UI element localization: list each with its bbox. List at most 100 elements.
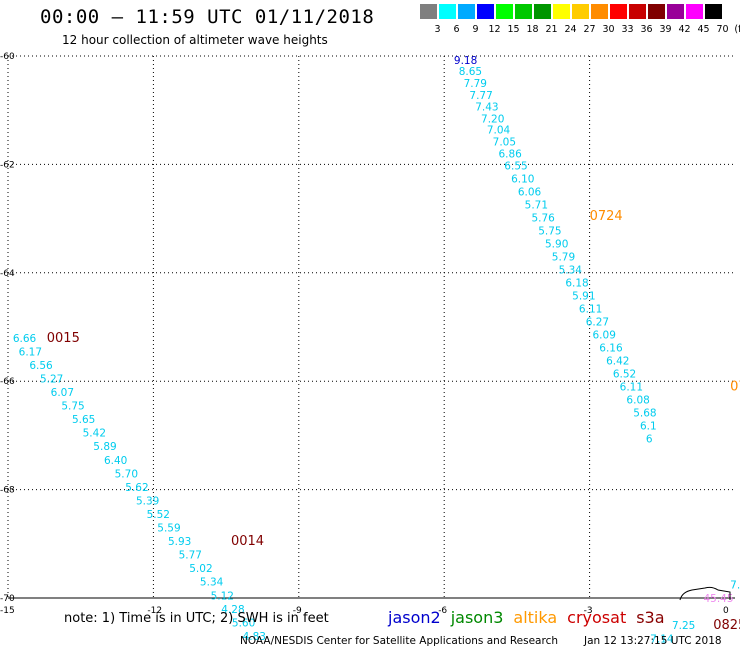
data-point-label: 7.20 bbox=[481, 113, 504, 125]
data-point-label: 5.39 bbox=[136, 495, 159, 507]
data-point-label: 7.05 bbox=[493, 137, 516, 149]
footnote: note: 1) Time is in UTC; 2) SWH is in fe… bbox=[64, 611, 329, 626]
legend-swatch bbox=[477, 4, 494, 19]
legend-label: 24 bbox=[564, 24, 577, 35]
legend-label: 6 bbox=[453, 24, 460, 35]
data-point-label: 5.75 bbox=[538, 226, 561, 238]
data-point-label: 7.79 bbox=[464, 78, 487, 90]
coastline bbox=[679, 586, 731, 601]
data-point-label: 6.17 bbox=[19, 346, 42, 358]
data-point-label: 5.42 bbox=[83, 428, 106, 440]
legend-swatch bbox=[610, 4, 627, 19]
legend-label: 39 bbox=[659, 24, 672, 35]
data-point-label: 6.06 bbox=[518, 187, 542, 199]
data-point-label: 6.09 bbox=[593, 330, 616, 342]
data-point-label: 4.83 bbox=[243, 631, 266, 643]
data-point-label: 7.77 bbox=[469, 90, 492, 102]
legend-label: 45 bbox=[697, 24, 710, 35]
y-tick-label: -68 bbox=[0, 486, 15, 496]
data-point-label: 6.10 bbox=[511, 173, 534, 185]
data-point-label: 5.62 bbox=[125, 482, 148, 494]
time-label: 0825 bbox=[713, 618, 740, 633]
data-point-label: 5.91 bbox=[572, 291, 595, 303]
x-tick-label: -6 bbox=[438, 606, 447, 616]
data-point-label: 6.40 bbox=[104, 455, 127, 467]
data-point-label: 6.66 bbox=[13, 333, 37, 345]
legend-label: 30 bbox=[602, 24, 615, 35]
x-tick-label: -3 bbox=[584, 606, 593, 616]
legend-label: 27 bbox=[583, 24, 596, 35]
data-point-label: 5.34 bbox=[559, 265, 583, 277]
satellite-s3a: s3a bbox=[636, 608, 665, 627]
satellite-altika: altika bbox=[513, 608, 558, 627]
legend-swatch bbox=[667, 4, 684, 19]
legend-swatch bbox=[629, 4, 646, 19]
data-point-label: 6.11 bbox=[579, 304, 602, 316]
legend-swatch bbox=[496, 4, 513, 19]
data-point-label: 6.11 bbox=[620, 382, 643, 394]
legend-label: 9 bbox=[472, 24, 479, 35]
data-point-label: 5.89 bbox=[93, 441, 116, 453]
credit-text: NOAA/NESDIS Center for Satellite Applica… bbox=[240, 635, 558, 647]
data-point-label: 6.52 bbox=[613, 369, 636, 381]
x-tick-label: 0 bbox=[723, 606, 729, 616]
data-point-label: 5.60 bbox=[232, 617, 255, 629]
legend-swatch bbox=[648, 4, 665, 19]
legend-label: 36 bbox=[640, 24, 653, 35]
data-point-label: 5.12 bbox=[211, 590, 234, 602]
data-point-label: 5.93 bbox=[168, 536, 191, 548]
legend-swatch bbox=[686, 4, 703, 19]
data-point-label: 6.55 bbox=[504, 160, 527, 172]
page-subtitle: 12 hour collection of altimeter wave hei… bbox=[62, 33, 328, 47]
legend-swatch bbox=[705, 4, 722, 19]
data-point-label: 6.86 bbox=[498, 149, 522, 161]
data-point-label: 45.45 bbox=[703, 593, 733, 605]
data-point-label: 5.70 bbox=[115, 468, 138, 480]
legend-label: 70 bbox=[716, 24, 729, 35]
data-point-label: 7.04 bbox=[487, 125, 511, 137]
legend-swatch bbox=[572, 4, 589, 19]
legend-label: 21 bbox=[545, 24, 558, 35]
time-label: 0015 bbox=[47, 331, 80, 346]
legend-label: 15 bbox=[507, 24, 520, 35]
data-point-label: 6.42 bbox=[606, 356, 629, 368]
timestamp: Jan 12 13:27:15 UTC 2018 bbox=[584, 635, 722, 647]
legend-swatch bbox=[439, 4, 456, 19]
data-point-label: 5.52 bbox=[147, 509, 170, 521]
data-point-label: 6.27 bbox=[586, 317, 609, 329]
legend-label: 18 bbox=[526, 24, 539, 35]
legend-label: 42 bbox=[678, 24, 691, 35]
data-point-label: 4.28 bbox=[221, 604, 244, 616]
data-point-label: 5.27 bbox=[40, 373, 63, 385]
data-point-label: 5.76 bbox=[531, 213, 555, 225]
x-tick-label: -15 bbox=[0, 606, 15, 616]
data-point-label: 5.68 bbox=[633, 408, 656, 420]
chart-axes: -15 -12 -9 -6 -3 0 -60 -62 -64 -66 -68 -70 bbox=[0, 52, 729, 616]
data-point-label: 5.71 bbox=[525, 200, 548, 212]
x-tick-label: -9 bbox=[293, 606, 302, 616]
legend-label: 3 bbox=[434, 24, 441, 35]
legend-swatch bbox=[534, 4, 551, 19]
satellite-legend: jason2 jason3 altika cryosat s3a bbox=[388, 608, 675, 627]
satellite-jason2: jason2 bbox=[388, 608, 441, 627]
data-point-label: 6.56 bbox=[29, 360, 53, 372]
satellite-cryosat: cryosat bbox=[567, 608, 627, 627]
data-point-label: 5.59 bbox=[157, 523, 180, 535]
data-point-label: 5.02 bbox=[189, 563, 212, 575]
data-point-label: 9.18 bbox=[454, 55, 477, 67]
y-tick-label: -60 bbox=[0, 52, 15, 62]
page-title: 00:00 – 11:59 UTC 01/11/2018 bbox=[40, 6, 375, 28]
data-point-label: 6.18 bbox=[565, 278, 588, 290]
data-point-label: 7.14 bbox=[650, 634, 674, 646]
y-tick-label: -64 bbox=[0, 269, 15, 279]
data-point-label: 5.65 bbox=[72, 414, 95, 426]
data-point-label: 5.34 bbox=[200, 577, 224, 589]
time-label: 0724 bbox=[590, 209, 623, 224]
data-point-label: 5.79 bbox=[552, 252, 575, 264]
legend-swatch bbox=[420, 4, 437, 19]
y-tick-label: -62 bbox=[0, 160, 15, 170]
chart-grid bbox=[7, 55, 735, 599]
x-tick-label: -12 bbox=[147, 606, 162, 616]
data-point-label: 6.16 bbox=[599, 343, 623, 355]
